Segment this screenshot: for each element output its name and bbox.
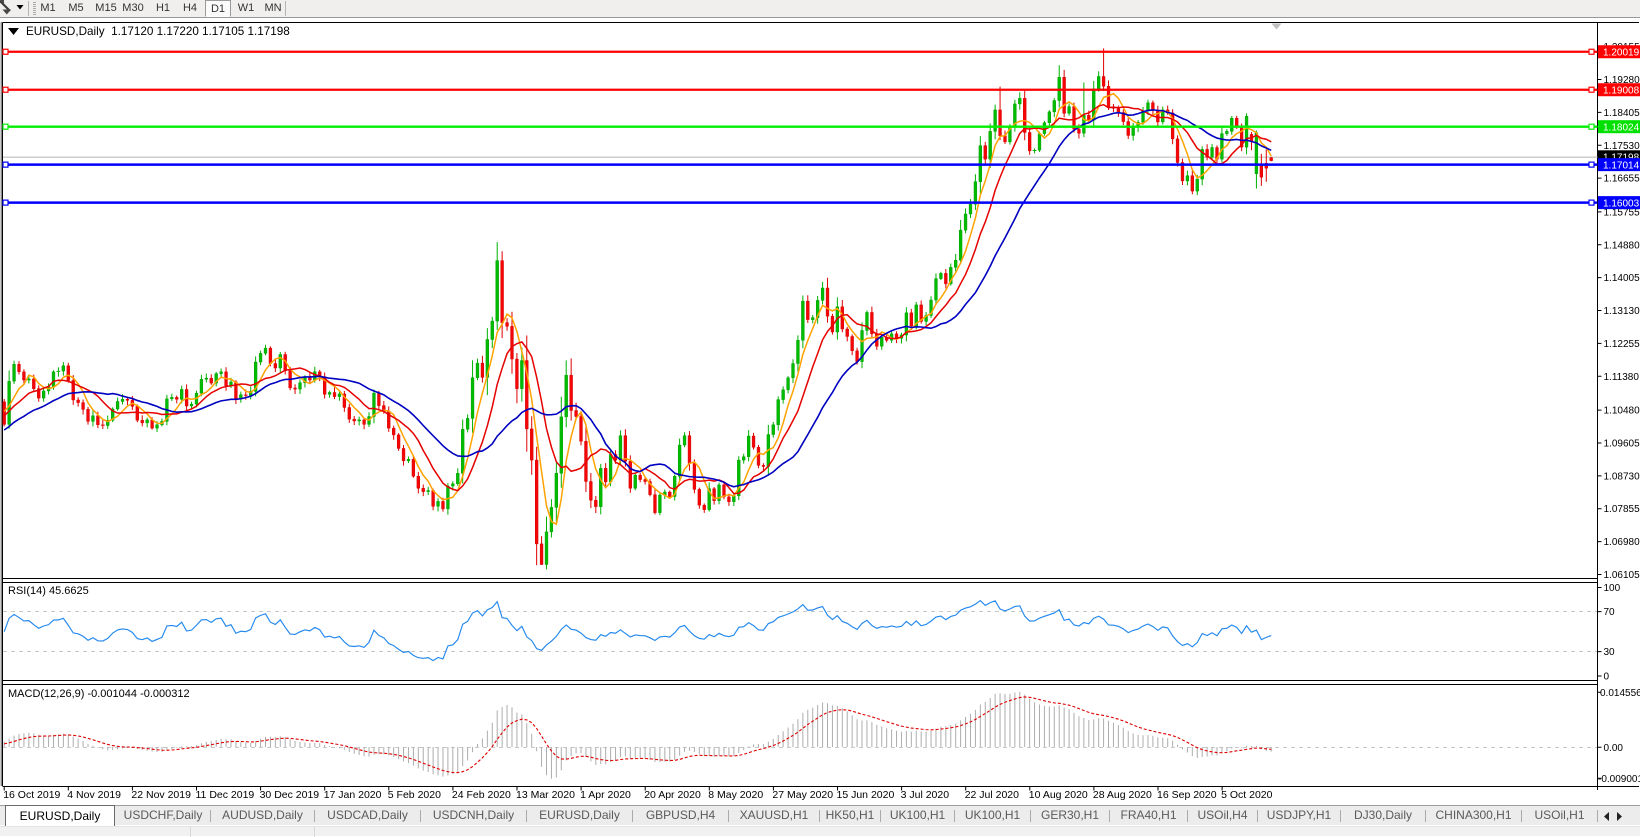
svg-text:1.17530: 1.17530 [1604, 141, 1640, 152]
svg-text:24 Feb 2020: 24 Feb 2020 [452, 789, 511, 801]
svg-text:15 Jun 2020: 15 Jun 2020 [837, 789, 895, 801]
svg-text:1.14880: 1.14880 [1604, 240, 1640, 251]
svg-text:1.13130: 1.13130 [1604, 306, 1640, 317]
svg-text:MACD(12,26,9) -0.001044 -0.000: MACD(12,26,9) -0.001044 -0.000312 [8, 688, 190, 700]
svg-text:11 Dec 2019: 11 Dec 2019 [196, 789, 255, 801]
svg-text:0.00: 0.00 [1604, 743, 1624, 754]
svg-text:0.014556: 0.014556 [1600, 688, 1640, 699]
svg-text:5 Feb 2020: 5 Feb 2020 [388, 789, 441, 801]
svg-text:0: 0 [1604, 672, 1610, 683]
svg-text:1.19008: 1.19008 [1603, 85, 1640, 96]
svg-text:30: 30 [1604, 647, 1616, 658]
svg-text:1.10480: 1.10480 [1604, 406, 1640, 417]
svg-text:70: 70 [1604, 607, 1616, 618]
svg-text:1.06980: 1.06980 [1604, 537, 1640, 548]
svg-text:5 Oct 2020: 5 Oct 2020 [1221, 789, 1273, 801]
svg-text:10 Aug 2020: 10 Aug 2020 [1029, 789, 1088, 801]
svg-text:1.14005: 1.14005 [1604, 273, 1640, 284]
svg-text:1.18024: 1.18024 [1603, 122, 1640, 133]
svg-text:1.16003: 1.16003 [1603, 198, 1640, 209]
svg-text:28 Aug 2020: 28 Aug 2020 [1093, 789, 1152, 801]
svg-text:17 Jan 2020: 17 Jan 2020 [324, 789, 382, 801]
svg-text:22 Jul 2020: 22 Jul 2020 [965, 789, 1019, 801]
svg-text:1.12255: 1.12255 [1604, 339, 1640, 350]
svg-text:8 May 2020: 8 May 2020 [708, 789, 763, 801]
svg-text:16 Oct 2019: 16 Oct 2019 [3, 789, 60, 801]
svg-text:13 Mar 2020: 13 Mar 2020 [516, 789, 575, 801]
svg-text:22 Nov 2019: 22 Nov 2019 [131, 789, 191, 801]
svg-text:EURUSD,Daily 1.17120 1.17220: EURUSD,Daily 1.17120 1.17220 1.17105 1.1… [26, 25, 290, 38]
svg-text:1.11380: 1.11380 [1604, 372, 1640, 383]
svg-text:27 May 2020: 27 May 2020 [772, 789, 833, 801]
svg-text:1.20019: 1.20019 [1603, 47, 1640, 58]
svg-text:1 Apr 2020: 1 Apr 2020 [580, 789, 631, 801]
svg-text:3 Jul 2020: 3 Jul 2020 [901, 789, 950, 801]
svg-text:1.07855: 1.07855 [1604, 504, 1640, 515]
svg-text:1.09605: 1.09605 [1604, 438, 1640, 449]
svg-text:1.17014: 1.17014 [1603, 160, 1640, 171]
svg-text:4 Nov 2019: 4 Nov 2019 [67, 789, 121, 801]
svg-text:100: 100 [1604, 583, 1621, 594]
svg-text:30 Dec 2019: 30 Dec 2019 [260, 789, 320, 801]
svg-text:1.16655: 1.16655 [1604, 174, 1640, 185]
svg-text:1.18405: 1.18405 [1604, 108, 1640, 119]
svg-text:RSI(14) 45.6625: RSI(14) 45.6625 [8, 585, 89, 597]
svg-text:-0.009001: -0.009001 [1598, 774, 1640, 785]
svg-text:1.08730: 1.08730 [1604, 471, 1640, 482]
svg-text:1.06105: 1.06105 [1604, 570, 1640, 581]
svg-text:16 Sep 2020: 16 Sep 2020 [1157, 789, 1217, 801]
svg-text:20 Apr 2020: 20 Apr 2020 [644, 789, 701, 801]
